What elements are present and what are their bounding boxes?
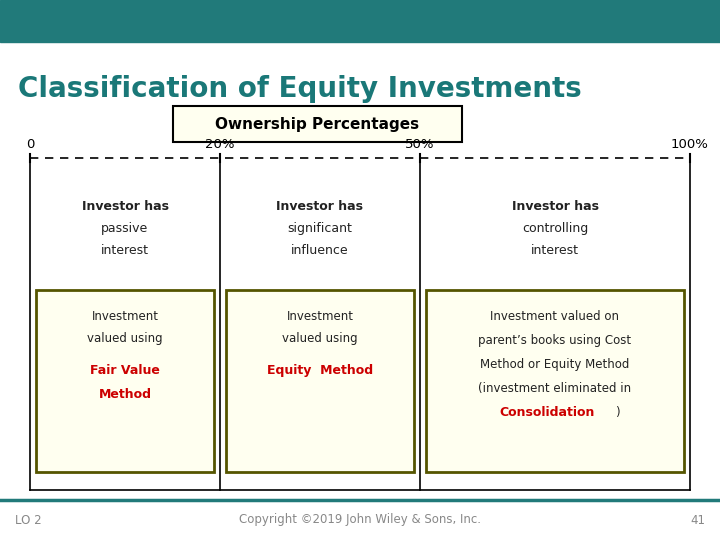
Text: Consolidation: Consolidation (499, 406, 595, 419)
Text: 0: 0 (26, 138, 34, 151)
Text: Investment: Investment (287, 310, 354, 323)
Text: Fair Value: Fair Value (90, 364, 160, 377)
Text: LO 2: LO 2 (15, 514, 42, 526)
Text: Method or Equity Method: Method or Equity Method (480, 358, 630, 371)
FancyBboxPatch shape (36, 290, 214, 472)
FancyBboxPatch shape (426, 290, 684, 472)
Text: 100%: 100% (671, 138, 709, 151)
Text: valued using: valued using (282, 332, 358, 345)
Text: controlling: controlling (522, 222, 588, 235)
Text: Method: Method (99, 388, 151, 401)
Bar (0, 0, 720, 42)
Text: influence: influence (291, 244, 348, 257)
Text: Investor has: Investor has (81, 200, 168, 213)
Text: interest: interest (531, 244, 579, 257)
Text: Investment: Investment (91, 310, 158, 323)
Text: 20%: 20% (205, 138, 235, 151)
Text: Copyright ©2019 John Wiley & Sons, Inc.: Copyright ©2019 John Wiley & Sons, Inc. (239, 514, 481, 526)
Text: Equity  Method: Equity Method (267, 364, 373, 377)
Text: 50%: 50% (405, 138, 435, 151)
Text: passive: passive (102, 222, 148, 235)
FancyBboxPatch shape (226, 290, 414, 472)
Text: Investor has: Investor has (511, 200, 598, 213)
FancyBboxPatch shape (173, 106, 462, 142)
Text: ): ) (615, 406, 619, 419)
Text: 41: 41 (690, 514, 705, 526)
Text: Investor has: Investor has (276, 200, 364, 213)
Text: parent’s books using Cost: parent’s books using Cost (478, 334, 631, 347)
Text: valued using: valued using (87, 332, 163, 345)
Text: Ownership Percentages: Ownership Percentages (215, 117, 419, 132)
Text: Classification of Equity Investments: Classification of Equity Investments (18, 75, 582, 103)
Text: interest: interest (101, 244, 149, 257)
Text: Investment valued on: Investment valued on (490, 310, 619, 323)
Text: (investment eliminated in: (investment eliminated in (478, 382, 631, 395)
Text: significant: significant (287, 222, 352, 235)
